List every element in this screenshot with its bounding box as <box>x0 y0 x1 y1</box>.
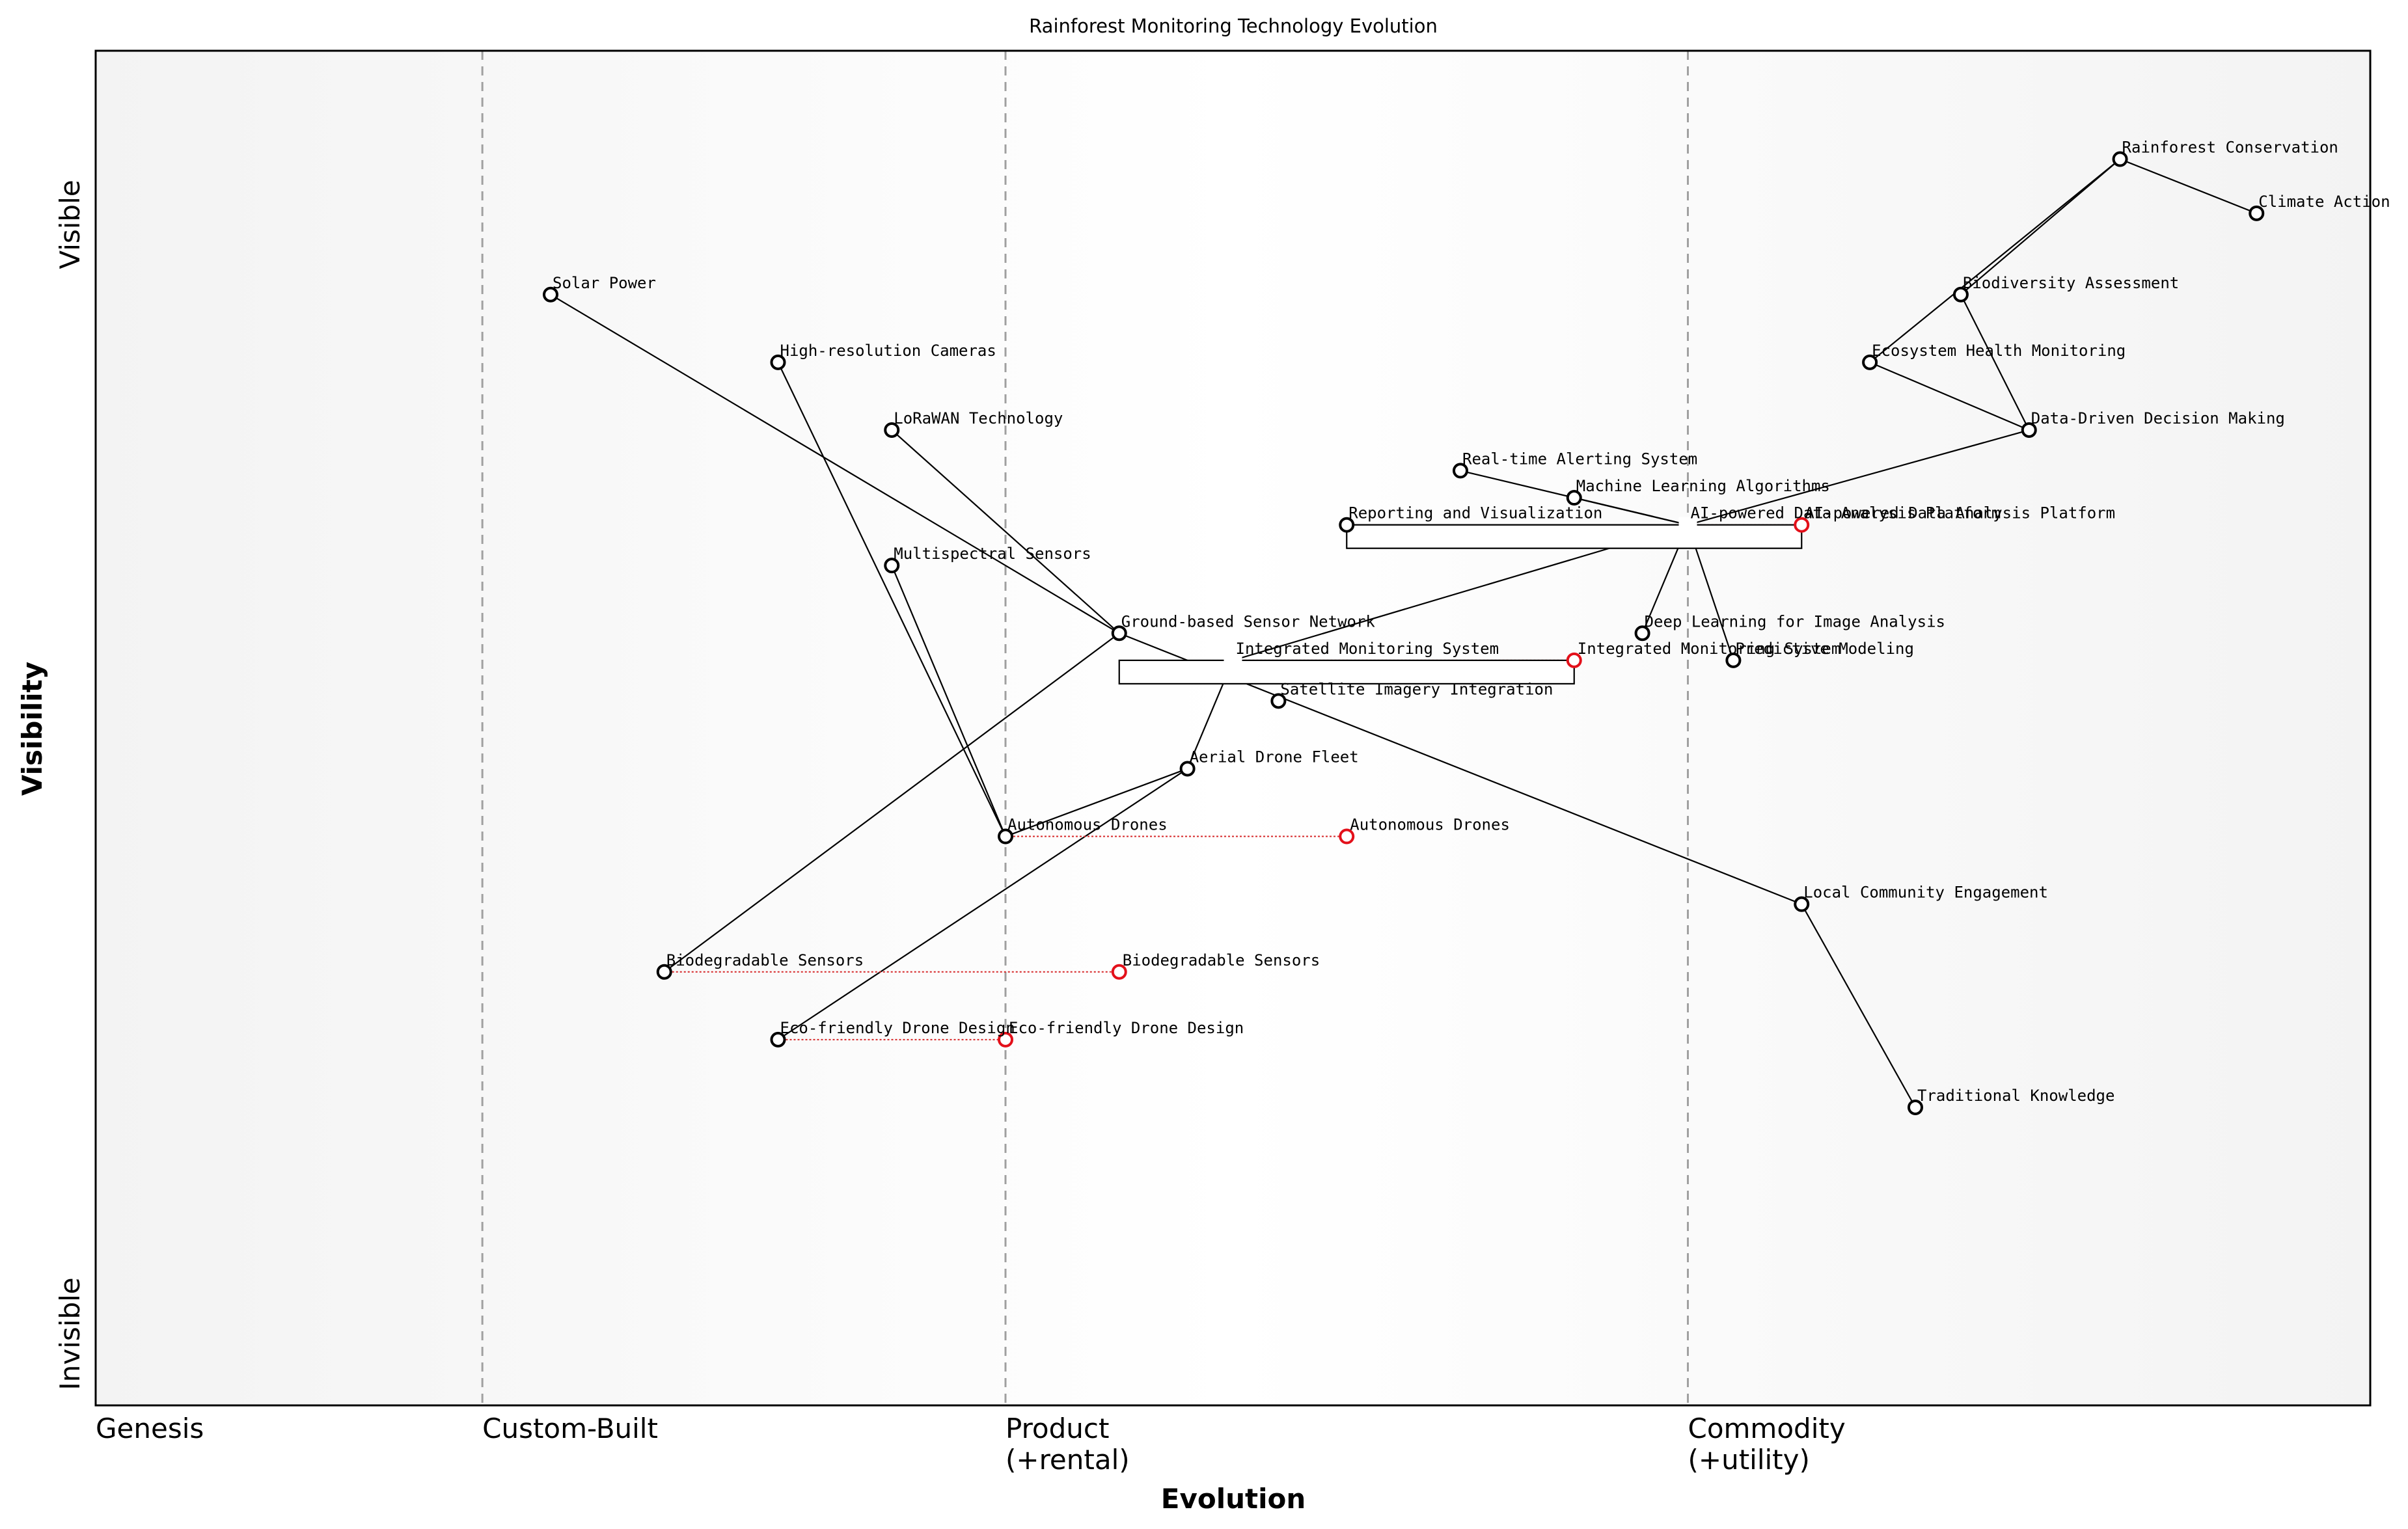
link-sp-gsn <box>550 293 1120 634</box>
evolved-component-biodegradable-sensors[interactable] <box>1111 964 1127 980</box>
component-label-autonomous-drones: Autonomous Drones <box>1007 816 1168 834</box>
y-axis-bottom-label: Invisible <box>54 1277 86 1390</box>
component-machine-learning-algorithms[interactable] <box>1566 490 1582 506</box>
evolved-component-integrated-monitoring-system[interactable] <box>1566 652 1582 668</box>
component-local-community-engagement[interactable] <box>1794 896 1810 912</box>
y-axis-title: Visibility <box>16 662 48 796</box>
link-ms-ad <box>891 565 1007 837</box>
component-label-multispectral-sensors: Multispectral Sensors <box>894 545 1091 563</box>
pipeline-integrated-monitoring-system <box>1118 659 1575 685</box>
y-axis-top-label: Visible <box>54 180 86 269</box>
link-gsn-bs <box>664 632 1120 973</box>
link-lora-gsn <box>891 429 1120 634</box>
component-labels: AI-powered Data Analysis Platform Integra… <box>553 139 2390 1105</box>
component-label-traditional-knowledge: Traditional Knowledge <box>1917 1087 2114 1105</box>
component-autonomous-drones[interactable] <box>998 828 1013 845</box>
component-label-solar-power: Solar Power <box>553 274 656 292</box>
component-eco-friendly-drone-design[interactable] <box>770 1031 786 1048</box>
component-label-ground-based-sensor-network: Ground-based Sensor Network <box>1121 612 1376 630</box>
stage-label-commodity: Commodity (+utility) <box>1688 1413 1846 1476</box>
link-ddm-aip <box>1688 429 2030 526</box>
component-label-aerial-drone-fleet: Aerial Drone Fleet <box>1190 748 1359 766</box>
evolved-label-ai-powered-data-analysis-platform: AI-powered Data Analysis Platform <box>1805 504 2115 522</box>
link-hrc-ad <box>777 362 1006 837</box>
component-label-climate-action: Climate Action <box>2258 193 2390 211</box>
component-label-ecosystem-health-monitoring: Ecosystem Health Monitoring <box>1872 342 2126 360</box>
component-label-biodiversity-assessment: Biodiversity Assessment <box>1963 274 2179 292</box>
link-rc-ba <box>1960 158 2121 295</box>
component-label-predictive-modeling: Predictive Modeling <box>1735 640 1914 658</box>
evolved-label-biodegradable-sensors: Biodegradable Sensors <box>1123 951 1320 969</box>
component-multispectral-sensors[interactable] <box>884 558 900 574</box>
component-high-resolution-cameras[interactable] <box>770 354 786 370</box>
pipelines <box>1118 517 1803 685</box>
component-label-machine-learning-algorithms: Machine Learning Algorithms <box>1576 477 1830 495</box>
stage-labels: Genesis Custom-Built Product (+rental) Commo… <box>96 1413 1846 1476</box>
pipeline-marker <box>1224 652 1242 667</box>
component-biodegradable-sensors[interactable] <box>656 964 672 980</box>
component-biodiversity-assessment[interactable] <box>1952 286 1969 303</box>
link-rc-ca <box>2120 158 2257 214</box>
component-label-satellite-imagery-integration: Satellite Imagery Integration <box>1280 680 1553 698</box>
component-predictive-modeling[interactable] <box>1725 652 1742 668</box>
chart-title: Rainforest Monitoring Technology Evoluti… <box>1029 15 1438 37</box>
component-ground-based-sensor-network[interactable] <box>1111 625 1127 642</box>
component-real-time-alerting-system[interactable] <box>1453 463 1468 479</box>
pipeline-label-integrated-monitoring-system: Integrated Monitoring System <box>1236 640 1499 658</box>
evolved-label-autonomous-drones: Autonomous Drones <box>1350 816 1510 834</box>
components <box>543 151 2265 1115</box>
link-ehm-ddm <box>1869 361 2030 431</box>
stage-separators <box>481 51 1689 1405</box>
stage-label-product: Product (+rental) <box>1006 1413 1130 1476</box>
component-label-eco-friendly-drone-design: Eco-friendly Drone Design <box>780 1019 1015 1037</box>
link-ad-adf <box>1005 768 1188 837</box>
component-label-real-time-alerting-system: Real-time Alerting System <box>1462 450 1697 468</box>
component-aerial-drone-fleet[interactable] <box>1179 761 1196 777</box>
component-label-deep-learning-for-image-analysis: Deep Learning for Image Analysis <box>1645 612 1945 630</box>
component-label-biodegradable-sensors: Biodegradable Sensors <box>666 951 864 969</box>
evolved-label-eco-friendly-drone-design: Eco-friendly Drone Design <box>1009 1019 1244 1037</box>
link-rc-ehm <box>1869 158 2121 363</box>
component-climate-action[interactable] <box>2249 205 2265 221</box>
link-mla-aip <box>1574 496 1688 526</box>
component-label-lorawan-technology: LoRaWAN Technology <box>894 409 1063 427</box>
component-label-reporting-and-visualization: Reporting and Visualization <box>1348 504 1602 522</box>
component-label-high-resolution-cameras: High-resolution Cameras <box>780 342 996 360</box>
component-satellite-imagery-integration[interactable] <box>1270 693 1287 709</box>
plot-background <box>96 51 2370 1405</box>
evolved-label-integrated-monitoring-system: Integrated Monitoring System <box>1578 640 1841 658</box>
component-lorawan-technology[interactable] <box>884 422 900 438</box>
link-adf-edd <box>777 768 1188 1040</box>
component-ecosystem-health-monitoring[interactable] <box>1862 354 1878 370</box>
component-rainforest-conservation[interactable] <box>2112 151 2128 167</box>
component-label-data-driven-decision-making: Data-Driven Decision Making <box>2031 409 2285 427</box>
component-label-rainforest-conservation: Rainforest Conservation <box>2122 139 2338 157</box>
pipeline-label-ai-powered-data-analysis-platform: AI-powered Data Analysis Platform <box>1691 504 2001 522</box>
evolved-component-eco-friendly-drone-design[interactable] <box>998 1031 1013 1048</box>
component-traditional-knowledge[interactable] <box>1908 1099 1923 1115</box>
evolved-component-autonomous-drones[interactable] <box>1339 828 1355 845</box>
stage-label-custom-built: Custom-Built <box>482 1413 658 1444</box>
plot-frame <box>94 49 2372 1407</box>
component-reporting-and-visualization[interactable] <box>1339 517 1355 533</box>
link-lce-tk <box>1801 904 1916 1108</box>
x-axis-title: Evolution <box>1161 1483 1306 1515</box>
component-solar-power[interactable] <box>543 286 558 303</box>
pipeline-marker <box>1678 517 1697 532</box>
evolved-component-ai-powered-data-analysis-platform[interactable] <box>1794 517 1810 533</box>
component-data-driven-decision-making[interactable] <box>2021 422 2037 438</box>
pipeline-ai-powered-data-analysis-platform <box>1346 524 1803 549</box>
link-ba-ddm <box>1960 294 2030 431</box>
component-label-local-community-engagement: Local Community Engagement <box>1803 884 2048 902</box>
component-deep-learning-for-image-analysis[interactable] <box>1634 625 1650 642</box>
stage-label-genesis: Genesis <box>96 1413 204 1444</box>
